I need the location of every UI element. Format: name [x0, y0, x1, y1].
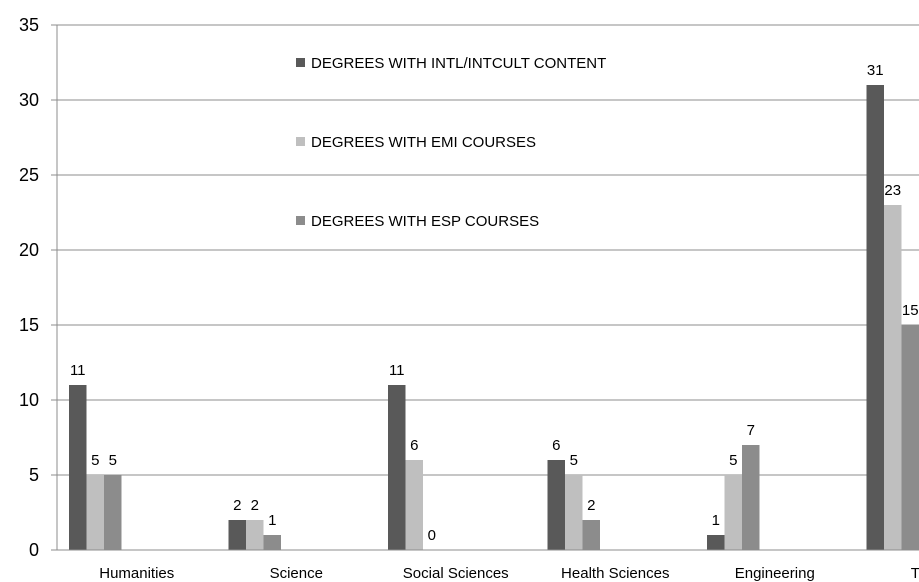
legend-item: DEGREES WITH ESP COURSES: [296, 213, 539, 230]
gridlines: [57, 24, 919, 476]
y-tick-label: 10: [19, 390, 39, 410]
legend-swatch: [296, 58, 305, 67]
bar: [707, 535, 725, 550]
bar: [388, 385, 406, 550]
y-tick-label: 20: [19, 240, 39, 260]
x-category-label: TOTAL: [911, 565, 919, 582]
bar: [724, 475, 742, 550]
bar: [901, 325, 919, 550]
legend-label: DEGREES WITH INTL/INTCULT CONTENT: [311, 55, 606, 72]
bar: [228, 520, 246, 550]
data-label: 5: [109, 452, 117, 469]
bar: [104, 475, 122, 550]
data-label: 6: [552, 437, 560, 454]
legend: DEGREES WITH INTL/INTCULT CONTENT DEGREES…: [296, 55, 606, 230]
legend-label: DEGREES WITH ESP COURSES: [311, 213, 539, 230]
data-label: 23: [884, 182, 901, 199]
bar: [582, 520, 600, 550]
y-tick-label: 15: [19, 315, 39, 335]
legend-item: DEGREES WITH EMI COURSES: [296, 134, 536, 151]
x-axis-categories: Humanities Science Social Sciences Health S…: [99, 565, 919, 582]
y-tick-label: 30: [19, 90, 39, 110]
y-axis-ticks: 0 5 10 15 20 25 30 35: [19, 15, 57, 560]
legend-swatch: [296, 216, 305, 225]
data-label: 0: [428, 527, 436, 544]
y-tick-label: 25: [19, 165, 39, 185]
data-label: 7: [747, 422, 755, 439]
x-category-label: Social Sciences: [403, 565, 509, 582]
data-label: 6: [410, 437, 418, 454]
data-label: 11: [389, 362, 405, 379]
data-label: 2: [251, 497, 259, 514]
x-category-label: Science: [270, 565, 323, 582]
bar: [866, 85, 884, 550]
y-tick-label: 35: [19, 15, 39, 35]
data-label: 2: [587, 497, 595, 514]
legend-label: DEGREES WITH EMI COURSES: [311, 134, 536, 151]
bar: [405, 460, 423, 550]
y-tick-label: 0: [29, 540, 39, 560]
data-label: 31: [867, 62, 884, 79]
bar: [263, 535, 281, 550]
bar: [86, 475, 104, 550]
x-category-label: Humanities: [99, 565, 174, 582]
data-label: 5: [91, 452, 99, 469]
data-label: 5: [570, 452, 578, 469]
bar: [69, 385, 87, 550]
bar: [565, 475, 583, 550]
data-label: 11: [70, 362, 86, 379]
data-label: 5: [729, 452, 737, 469]
data-label: 1: [268, 512, 276, 529]
bar: [742, 445, 760, 550]
bars: [69, 85, 919, 550]
x-category-label: Health Sciences: [561, 565, 669, 582]
data-label: 2: [233, 497, 241, 514]
legend-item: DEGREES WITH INTL/INTCULT CONTENT: [296, 55, 606, 72]
y-tick-label: 5: [29, 465, 39, 485]
legend-swatch: [296, 137, 305, 146]
bar: [246, 520, 264, 550]
bar: [547, 460, 565, 550]
x-category-label: Engineering: [735, 565, 815, 582]
bar: [884, 205, 902, 550]
data-label: 1: [712, 512, 720, 529]
data-label: 15: [902, 302, 919, 319]
